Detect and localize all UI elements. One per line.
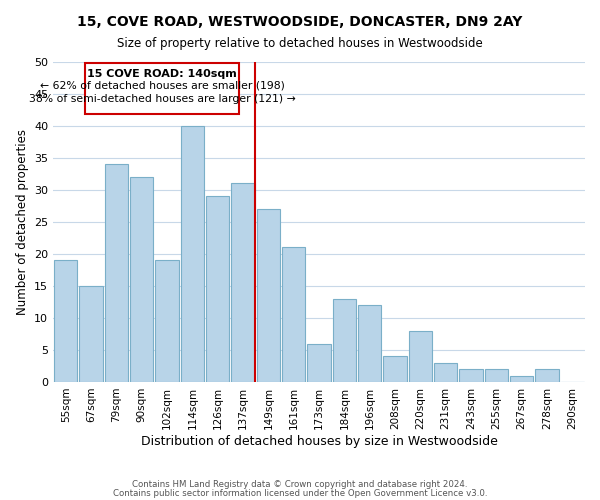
Bar <box>307 344 331 382</box>
Text: Contains public sector information licensed under the Open Government Licence v3: Contains public sector information licen… <box>113 489 487 498</box>
Bar <box>257 209 280 382</box>
Text: 15, COVE ROAD, WESTWOODSIDE, DONCASTER, DN9 2AY: 15, COVE ROAD, WESTWOODSIDE, DONCASTER, … <box>77 15 523 29</box>
Bar <box>181 126 204 382</box>
Bar <box>206 196 229 382</box>
Text: Contains HM Land Registry data © Crown copyright and database right 2024.: Contains HM Land Registry data © Crown c… <box>132 480 468 489</box>
Bar <box>434 362 457 382</box>
Bar <box>485 369 508 382</box>
Bar <box>79 286 103 382</box>
Text: ← 62% of detached houses are smaller (198): ← 62% of detached houses are smaller (19… <box>40 80 284 90</box>
Bar <box>535 369 559 382</box>
Bar <box>105 164 128 382</box>
Text: Size of property relative to detached houses in Westwoodside: Size of property relative to detached ho… <box>117 38 483 51</box>
Bar <box>232 184 255 382</box>
FancyBboxPatch shape <box>85 63 239 114</box>
Y-axis label: Number of detached properties: Number of detached properties <box>16 128 29 314</box>
Text: 15 COVE ROAD: 140sqm: 15 COVE ROAD: 140sqm <box>87 69 237 79</box>
Bar <box>54 260 77 382</box>
Bar <box>510 376 533 382</box>
Bar <box>155 260 179 382</box>
Bar <box>282 248 305 382</box>
Bar <box>130 177 154 382</box>
X-axis label: Distribution of detached houses by size in Westwoodside: Distribution of detached houses by size … <box>140 434 497 448</box>
Bar <box>460 369 482 382</box>
Bar <box>358 305 382 382</box>
Bar <box>383 356 407 382</box>
Bar <box>409 330 432 382</box>
Bar <box>333 298 356 382</box>
Text: 38% of semi-detached houses are larger (121) →: 38% of semi-detached houses are larger (… <box>29 94 295 104</box>
